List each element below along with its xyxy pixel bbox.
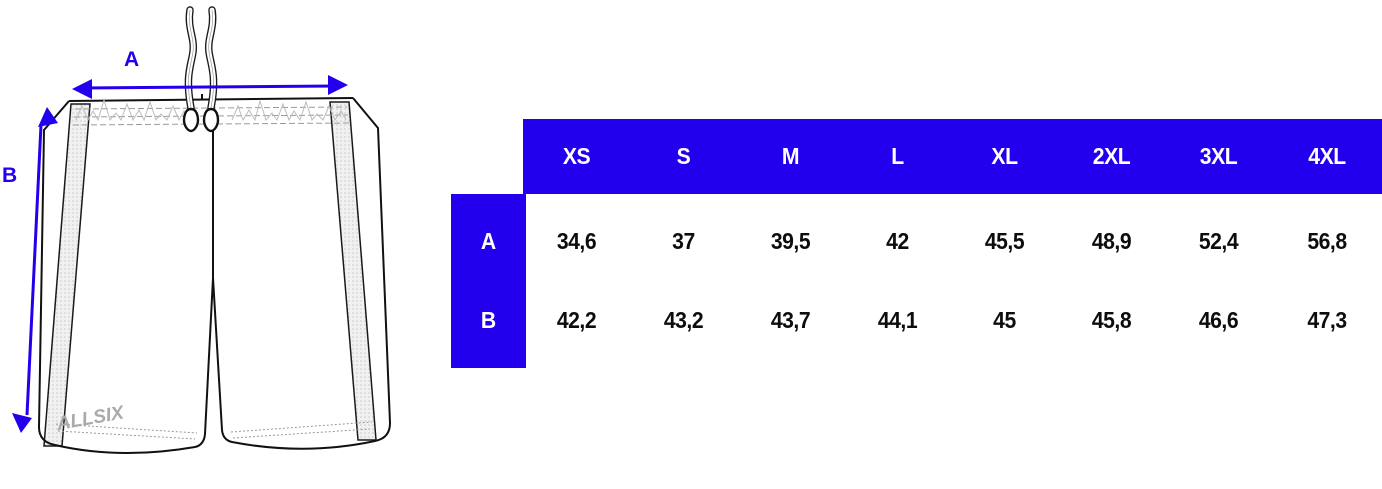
svg-text:B: B bbox=[2, 164, 17, 187]
svg-text:A: A bbox=[124, 48, 139, 71]
